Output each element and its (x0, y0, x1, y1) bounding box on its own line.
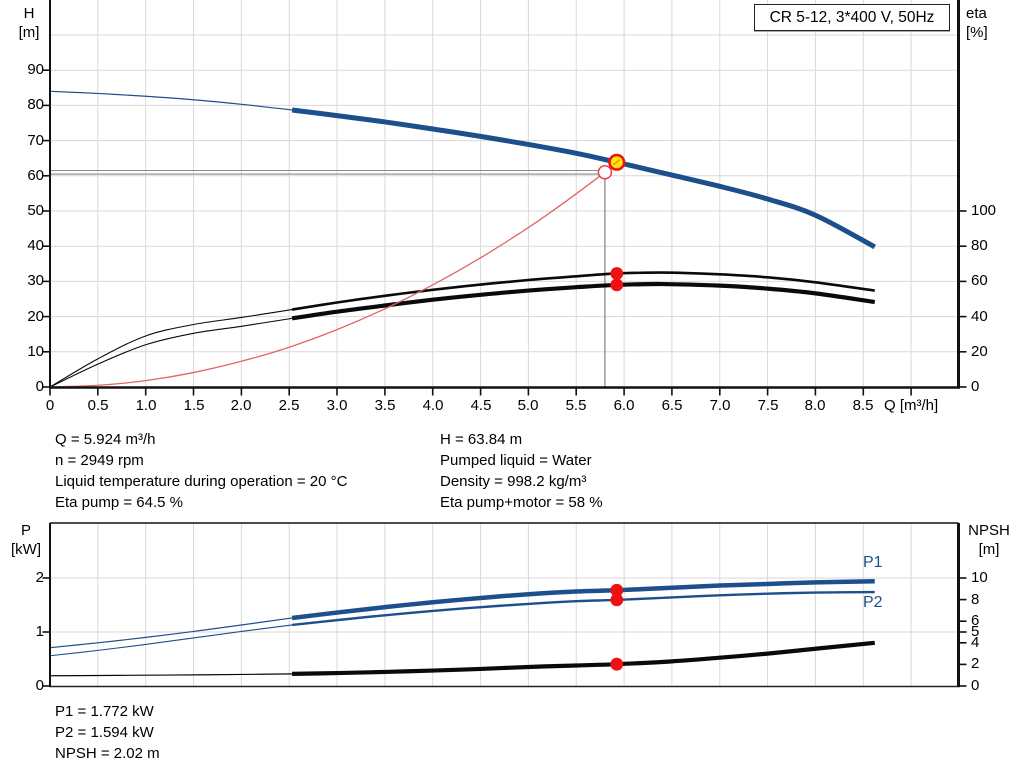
p1-curve-thin-segment (49, 617, 293, 649)
h-axis-tick-label: 10 (27, 342, 44, 360)
axis-unit-line: [m] (978, 541, 1000, 558)
h-axis-tick-label: 0 (35, 378, 44, 395)
h-axis-tick-label: 60 (27, 166, 44, 184)
eta-pump-curve-thin-segment (49, 309, 293, 388)
p-axis-tick-label: 0 (35, 677, 44, 694)
npsh-axis-tick-label: 2 (971, 655, 980, 673)
q-axis-tick-label: 4.5 (470, 397, 492, 414)
system-curve (49, 171, 606, 388)
requested-duty-marker (597, 165, 613, 180)
p-axis-tick-label: 2 (35, 569, 44, 586)
p1-curve-label: P1 (863, 554, 883, 571)
q-axis-tick-label: 7.5 (757, 397, 779, 414)
eta-axis-tick-label: 100 (971, 202, 997, 219)
axis-unit-line: NPSH (968, 522, 1010, 539)
info-line: Density = 998.2 kg/m³ (440, 473, 587, 490)
axis-unit-line: [kW] (11, 541, 41, 558)
q-axis-tick-label: 2.0 (230, 397, 252, 414)
npsh-axis-tick-label: 4 (971, 633, 980, 651)
duty-value-marker (610, 583, 624, 597)
h-axis-tick-label: 90 (27, 61, 44, 79)
duty-value-marker (610, 657, 624, 671)
npsh-axis-unit-label: NPSH [m] (960, 521, 1018, 559)
q-axis-tick-label: 7.0 (709, 397, 731, 414)
info-line: NPSH = 2.02 m (55, 745, 160, 762)
p1-curve (291, 578, 875, 621)
duty-value-marker (610, 593, 624, 607)
eta-pump-motor-curve-thin-segment (49, 317, 293, 388)
npsh-axis-tick-label: 6 (971, 612, 980, 630)
info-line: Liquid temperature during operation = 20… (55, 473, 348, 490)
q-axis-tick-label: 1.5 (183, 397, 205, 414)
npsh-curve-thin-segment (49, 673, 293, 677)
info-line: Eta pump = 64.5 % (55, 494, 183, 511)
q-axis-tick-label: 3.5 (374, 397, 396, 414)
q-axis-tick-label: 5.5 (565, 397, 587, 414)
eta-value-marker (610, 267, 624, 280)
axis-unit-line: [m] (18, 24, 40, 41)
q-axis-tick-label: 6.0 (613, 397, 635, 414)
q-axis-tick-label: 8.5 (852, 397, 874, 414)
q-axis-tick-label: 1.0 (135, 397, 157, 414)
eta-axis-unit-label: eta [%] (966, 4, 988, 42)
eta-pump-motor-curve (291, 281, 876, 321)
npsh-axis-tick-label: 5 (971, 623, 980, 640)
h-axis-tick-label: 40 (27, 237, 44, 255)
info-line: n = 2949 rpm (55, 452, 144, 469)
info-line: P1 = 1.772 kW (55, 703, 154, 720)
q-axis-tick-label: 5.0 (517, 397, 539, 414)
info-line: Pumped liquid = Water (440, 452, 592, 469)
npsh-axis-tick-label: 10 (971, 569, 988, 586)
duty-point-inner-tick (612, 159, 621, 166)
operating-data-left: Q = 5.924 m³/h n = 2949 rpm Liquid tempe… (55, 429, 347, 513)
h-axis-tick-label: 20 (27, 307, 44, 325)
q-axis-unit-label: Q [m³/h] (884, 397, 939, 414)
h-q-curve (291, 107, 876, 250)
info-line: H = 63.84 m (440, 431, 523, 448)
h-q-curve-thin-segment (49, 90, 293, 111)
h-axis-unit-label: H [m] (12, 4, 46, 42)
axis-unit-line: eta (966, 5, 987, 22)
eta-pump-curve (291, 271, 875, 311)
h-axis-tick-label: 50 (27, 202, 44, 219)
q-axis-tick-label: 0.5 (87, 397, 109, 414)
q-axis-tick-label: 4.0 (422, 397, 444, 414)
axis-unit-line: H (23, 5, 35, 22)
q-axis-tick-label: 3.0 (326, 397, 348, 414)
eta-axis-tick-label: 60 (971, 272, 988, 290)
q-axis-tick-label: 2.5 (278, 397, 300, 414)
q-axis-tick-label: 8.0 (804, 397, 826, 414)
info-line: Eta pump+motor = 58 % (440, 494, 603, 511)
eta-value-marker (610, 278, 624, 292)
operating-data-right: H = 63.84 m Pumped liquid = Water Densit… (440, 429, 603, 513)
p2-curve (291, 590, 875, 627)
h-axis-tick-label: 70 (27, 131, 44, 149)
eta-axis-tick-label: 40 (971, 307, 988, 325)
info-line: P2 = 1.594 kW (55, 724, 154, 741)
npsh-axis-tick-label: 0 (971, 677, 980, 694)
eta-axis-tick-label: 80 (971, 237, 988, 255)
p2-curve-label: P2 (863, 594, 883, 611)
p2-curve-thin-segment (49, 624, 293, 657)
power-npsh-data: P1 = 1.772 kW P2 = 1.594 kW NPSH = 2.02 … (55, 701, 160, 764)
info-line: Q = 5.924 m³/h (55, 431, 156, 448)
axis-unit-line: P (20, 522, 31, 539)
npsh-axis-tick-label: 8 (971, 590, 980, 608)
p-axis-unit-label: P [kW] (6, 521, 46, 559)
eta-axis-tick-label: 20 (971, 342, 988, 360)
q-axis-tick-label: 6.5 (661, 397, 683, 414)
h-axis-tick-label: 80 (27, 96, 44, 114)
p-axis-tick-label: 1 (35, 623, 44, 640)
h-axis-tick-label: 30 (27, 272, 44, 290)
npsh-curve (292, 640, 875, 676)
q-axis-tick-label: 0 (45, 397, 55, 414)
eta-axis-tick-label: 0 (971, 378, 980, 395)
axis-unit-line: [%] (966, 24, 988, 41)
pump-model-title: CR 5-12, 3*400 V, 50Hz (754, 4, 950, 31)
